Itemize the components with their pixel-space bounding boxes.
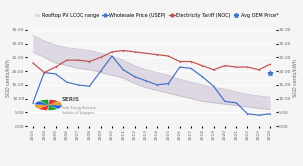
Point	[268, 71, 272, 74]
Text: SERIS: SERIS	[62, 97, 80, 102]
Wedge shape	[48, 102, 62, 105]
Wedge shape	[40, 100, 48, 105]
Wedge shape	[48, 105, 57, 110]
Text: Solar Energy Research
Institute of Singapore: Solar Energy Research Institute of Singa…	[62, 106, 96, 115]
Wedge shape	[39, 105, 48, 110]
Y-axis label: SGD cents/kWh: SGD cents/kWh	[5, 59, 11, 97]
Wedge shape	[48, 100, 58, 105]
Wedge shape	[35, 101, 48, 105]
Wedge shape	[48, 105, 62, 109]
Legend: Rooftop PV LCOC range, Wholesale Price (USEP), Electricity Tariff (NOC), Avg OEM: Rooftop PV LCOC range, Wholesale Price (…	[33, 11, 280, 20]
Y-axis label: SGD cents/kWh: SGD cents/kWh	[292, 59, 298, 97]
Wedge shape	[35, 105, 48, 108]
